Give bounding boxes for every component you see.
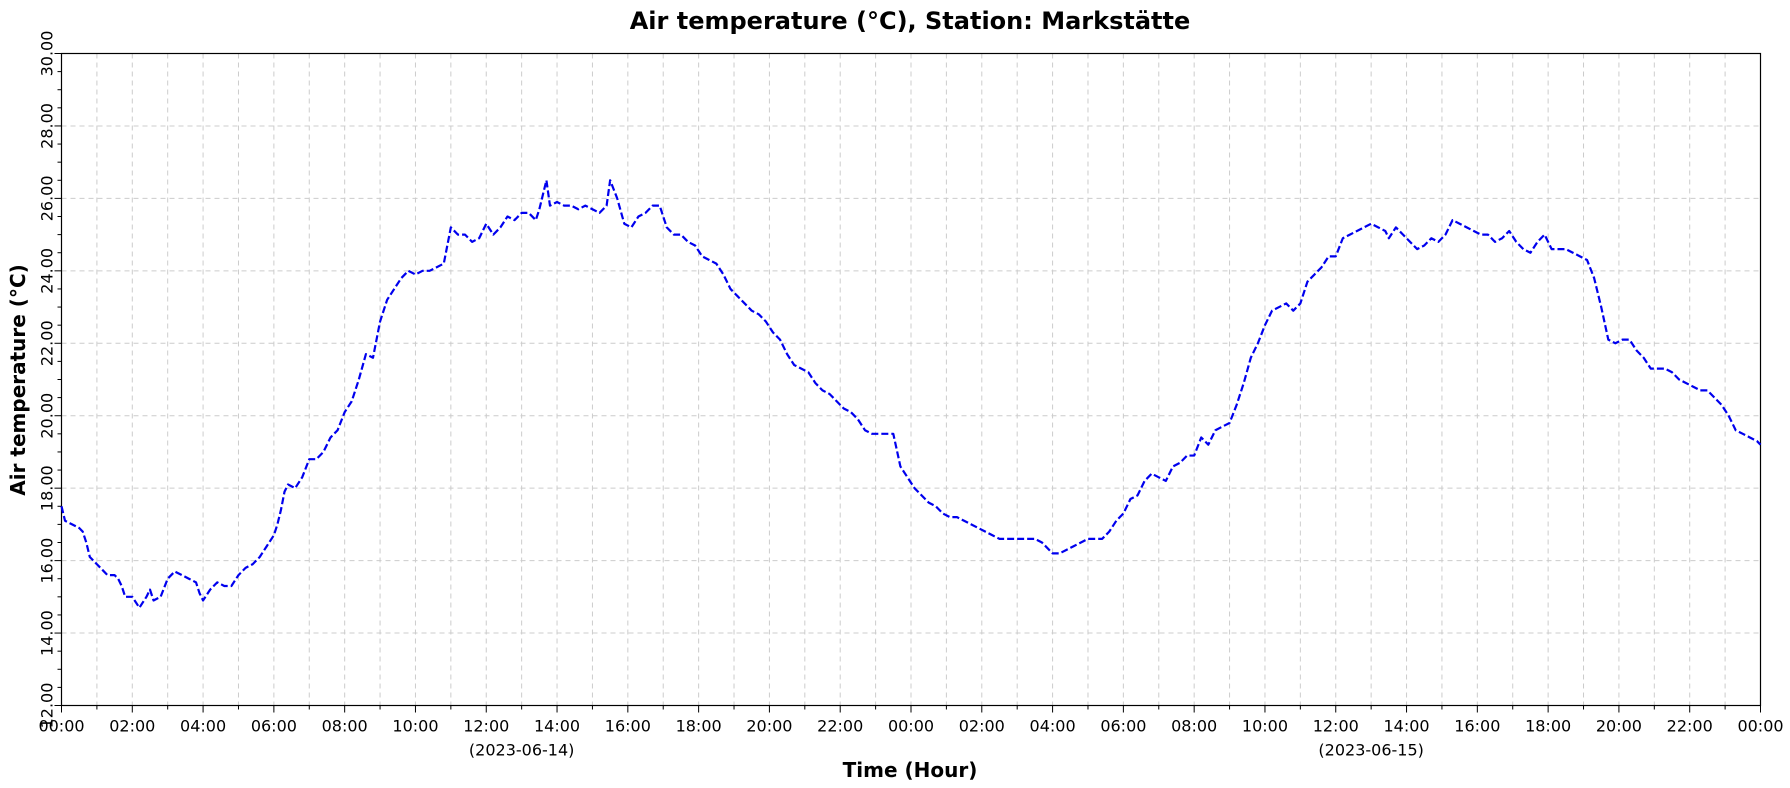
x-tick-label: 20:00	[746, 717, 792, 736]
x-tick-label: 12:00	[1313, 717, 1359, 736]
x-tick-label: 22:00	[1667, 717, 1713, 736]
x-tick-label: 18:00	[1525, 717, 1571, 736]
x-tick-label: 00:00	[38, 717, 84, 736]
y-tick-label: 30.00	[38, 31, 57, 77]
y-tick-label: 14.00	[38, 610, 57, 656]
x-tick-label: 00:00	[1737, 717, 1783, 736]
x-tick-label: 06:00	[1100, 717, 1146, 736]
x-tick-label: 14:00	[534, 717, 580, 736]
x-tick-label: 10:00	[1242, 717, 1288, 736]
x-tick-label: 02:00	[109, 717, 155, 736]
x-tick-label: 20:00	[1596, 717, 1642, 736]
y-tick-label: 18.00	[38, 465, 57, 511]
x-tick-label: 14:00	[1383, 717, 1429, 736]
x-tick-label: 18:00	[676, 717, 722, 736]
x-tick-label: 00:00	[888, 717, 934, 736]
y-tick-label: 26.00	[38, 175, 57, 221]
x-tick-label: 04:00	[1030, 717, 1076, 736]
axis-ticks	[54, 53, 1761, 713]
x-axis-label: Time (Hour)	[843, 758, 978, 782]
temperature-series-line	[60, 179, 1762, 609]
y-tick-label: 12.00	[38, 683, 57, 729]
y-tick-label: 16.00	[38, 538, 57, 584]
grid	[61, 53, 1761, 706]
y-axis-label: Air temperature (°C)	[6, 264, 30, 496]
x-tick-label: 04:00	[180, 717, 226, 736]
chart-title: Air temperature (°C), Station: Markstätt…	[630, 7, 1191, 35]
tick-labels: 00:00 02:00 04:00 06:00 08:00 10:00 12:00 14:00…	[38, 31, 1784, 760]
x-tick-label: 06:00	[251, 717, 297, 736]
x-tick-label: 02:00	[959, 717, 1005, 736]
series-layer	[60, 179, 1762, 609]
x-tick-label: 12:00	[463, 717, 509, 736]
x-tick-label: 22:00	[817, 717, 863, 736]
y-tick-label: 28.00	[38, 103, 57, 149]
y-tick-label: 22.00	[38, 320, 57, 366]
x-tick-label: 08:00	[322, 717, 368, 736]
x-date-label: (2023-06-14)	[469, 741, 574, 760]
x-tick-label: 16:00	[1454, 717, 1500, 736]
y-tick-label: 24.00	[38, 248, 57, 294]
x-tick-label: 08:00	[1171, 717, 1217, 736]
x-tick-label: 10:00	[392, 717, 438, 736]
y-tick-label: 20.00	[38, 393, 57, 439]
x-tick-label: 16:00	[605, 717, 651, 736]
x-date-label: (2023-06-15)	[1318, 741, 1423, 760]
